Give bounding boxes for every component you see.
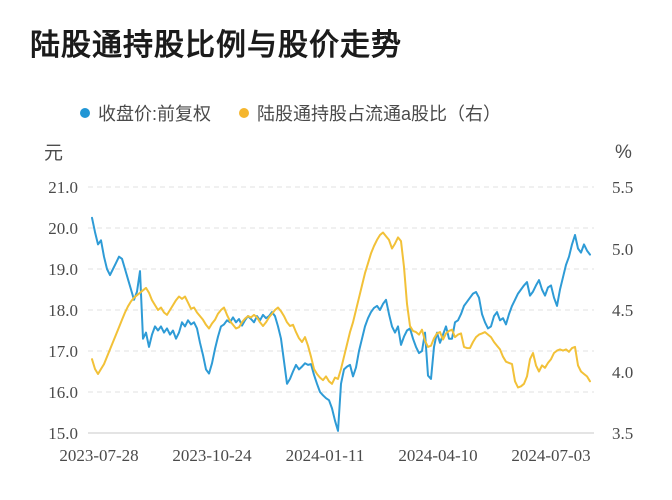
legend-item-close-price[interactable]: 收盘价:前复权 [80, 100, 211, 126]
series-line-0 [91, 216, 591, 432]
left-axis-tick: 15.0 [48, 424, 78, 443]
series-line-1 [91, 231, 591, 389]
left-axis-tick: 16.0 [48, 383, 78, 402]
x-axis-tick: 2024-04-10 [398, 446, 478, 465]
page-title: 陆股通持股比例与股价走势 [30, 29, 402, 62]
x-axis-tick: 2023-07-28 [59, 446, 139, 465]
left-axis-tick: 21.0 [48, 178, 78, 197]
right-axis-unit-label: % [615, 142, 632, 163]
legend: 收盘价:前复权 陆股通持股占流通a股比（右） [80, 100, 501, 126]
left-axis-tick: 18.0 [48, 301, 78, 320]
right-axis-tick: 5.0 [612, 239, 634, 259]
left-axis-tick: 20.0 [48, 219, 78, 238]
right-axis-tick: 3.5 [612, 424, 634, 443]
x-axis-tick: 2023-10-24 [172, 446, 252, 465]
x-axis-tick: 2024-01-11 [285, 446, 365, 465]
right-axis-tick: 5.5 [612, 178, 634, 197]
legend-item-holdings-ratio[interactable]: 陆股通持股占流通a股比（右） [239, 100, 501, 126]
yellow-dot-icon [239, 108, 250, 118]
legend-label-holdings-ratio: 陆股通持股占流通a股比（右） [257, 104, 502, 124]
right-axis-tick: 4.5 [612, 301, 634, 320]
legend-label-close-price: 收盘价:前复权 [98, 104, 212, 124]
right-axis-tick: 4.0 [612, 362, 634, 382]
blue-dot-icon [80, 108, 90, 118]
left-axis-tick: 19.0 [48, 260, 78, 279]
left-axis-tick: 17.0 [48, 342, 78, 361]
left-axis-unit-label: 元 [44, 143, 64, 164]
x-axis-tick: 2024-07-03 [511, 446, 591, 465]
